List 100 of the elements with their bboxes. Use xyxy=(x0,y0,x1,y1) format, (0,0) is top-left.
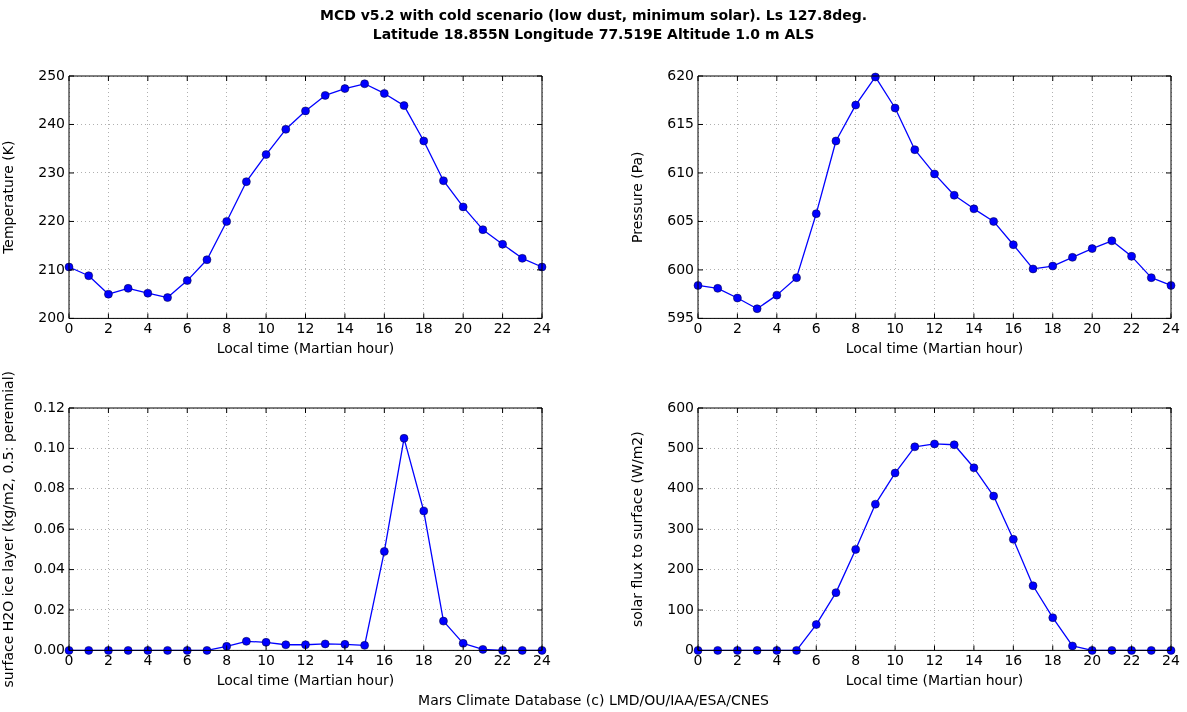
point xyxy=(478,225,488,234)
point xyxy=(812,209,821,218)
x-tick-label: 18 xyxy=(414,652,433,669)
point xyxy=(930,169,939,179)
point xyxy=(261,150,271,159)
x-tick-label: 6 xyxy=(182,320,192,337)
point xyxy=(772,290,782,300)
point xyxy=(360,79,369,89)
point xyxy=(202,646,212,655)
point xyxy=(222,642,231,651)
point xyxy=(399,101,409,110)
point xyxy=(143,288,153,298)
point xyxy=(439,176,448,185)
point xyxy=(340,84,350,93)
point xyxy=(1028,264,1038,274)
x-tick-label: 24 xyxy=(1162,652,1180,669)
point xyxy=(183,646,192,655)
y-tick-label: 605 xyxy=(667,212,694,229)
point xyxy=(419,506,428,516)
y-tick-label: 210 xyxy=(38,260,65,277)
y-tick-label: 615 xyxy=(667,115,694,132)
x-tick-label: 10 xyxy=(886,652,904,669)
x-tick-label: 18 xyxy=(1043,320,1062,337)
x-tick-label: 10 xyxy=(257,652,275,669)
x-tick-label: 20 xyxy=(454,652,473,669)
point xyxy=(713,284,722,293)
point xyxy=(1028,581,1038,591)
point xyxy=(1048,261,1057,271)
point xyxy=(183,276,192,285)
x-axis-title: Local time (Martian hour) xyxy=(216,340,395,357)
point xyxy=(1147,646,1156,655)
point xyxy=(518,646,527,655)
point xyxy=(1087,244,1097,253)
point xyxy=(163,646,172,655)
x-tick-label: 20 xyxy=(1083,320,1102,337)
point xyxy=(1009,240,1018,249)
point xyxy=(380,89,389,98)
x-tick-label: 18 xyxy=(1043,652,1062,669)
point xyxy=(123,284,133,293)
point xyxy=(84,646,93,655)
x-tick-label: 16 xyxy=(1004,320,1023,337)
point xyxy=(340,640,350,649)
point xyxy=(399,434,409,443)
y-tick-label: 610 xyxy=(667,163,694,180)
x-tick-label: 16 xyxy=(375,320,394,337)
point xyxy=(989,491,998,501)
point xyxy=(792,273,801,282)
point xyxy=(1107,646,1117,655)
point xyxy=(733,293,742,303)
point xyxy=(930,439,939,449)
x-tick-label: 22 xyxy=(493,652,512,669)
point xyxy=(518,254,527,263)
point xyxy=(163,293,172,302)
point xyxy=(478,645,488,654)
y-tick-label: 600 xyxy=(667,398,694,415)
point xyxy=(969,204,979,214)
point xyxy=(320,91,330,100)
x-tick-label: 14 xyxy=(336,652,354,669)
point xyxy=(104,289,113,299)
point xyxy=(222,217,231,226)
point xyxy=(380,547,389,556)
point xyxy=(1068,641,1077,651)
point xyxy=(242,637,251,646)
text: MCD v5.2 with cold scenario (low dust, minimum solar). Ls 127.8deg. Latitude 18.855N Longitude 77.519E Altitude 1.0 m ALS xyxy=(318,6,869,44)
point xyxy=(1147,273,1156,282)
point xyxy=(281,125,291,134)
y-axis-title: Temperature (K) xyxy=(0,140,17,255)
x-tick-label: 8 xyxy=(222,652,232,669)
x-tick-label: 16 xyxy=(1004,652,1023,669)
x-tick-label: 12 xyxy=(925,320,944,337)
x-axis-title: Local time (Martian hour) xyxy=(845,340,1024,357)
x-axis-title: Local time (Martian hour) xyxy=(216,672,395,689)
x-tick-label: 20 xyxy=(1083,652,1102,669)
x-tick-label: 14 xyxy=(965,652,983,669)
point xyxy=(1009,535,1018,544)
y-tick-label: 300 xyxy=(667,519,694,536)
point xyxy=(949,191,959,200)
point xyxy=(1127,646,1136,655)
x-tick-label: 4 xyxy=(143,652,153,669)
y-tick-label: 200 xyxy=(667,560,694,577)
x-tick-label: 2 xyxy=(103,652,113,669)
x-tick-label: 24 xyxy=(533,652,551,669)
point xyxy=(772,646,782,655)
point xyxy=(498,239,507,249)
x-tick-label: 2 xyxy=(732,652,742,669)
y-tick-label: 220 xyxy=(38,212,65,229)
point xyxy=(851,100,860,110)
y-tick-label: 100 xyxy=(667,600,694,617)
x-tick-label: 16 xyxy=(375,652,394,669)
y-tick-label: 0.00 xyxy=(33,641,65,658)
point xyxy=(851,545,860,554)
x-tick-label: 10 xyxy=(257,320,275,337)
x-tick-label: 12 xyxy=(925,652,944,669)
point xyxy=(1107,236,1117,246)
x-tick-label: 6 xyxy=(182,652,192,669)
point xyxy=(320,639,330,649)
x-tick-label: 4 xyxy=(143,320,153,337)
point xyxy=(281,640,291,649)
y-tick-label: 250 xyxy=(38,66,65,83)
y-tick-label: 620 xyxy=(667,66,694,83)
